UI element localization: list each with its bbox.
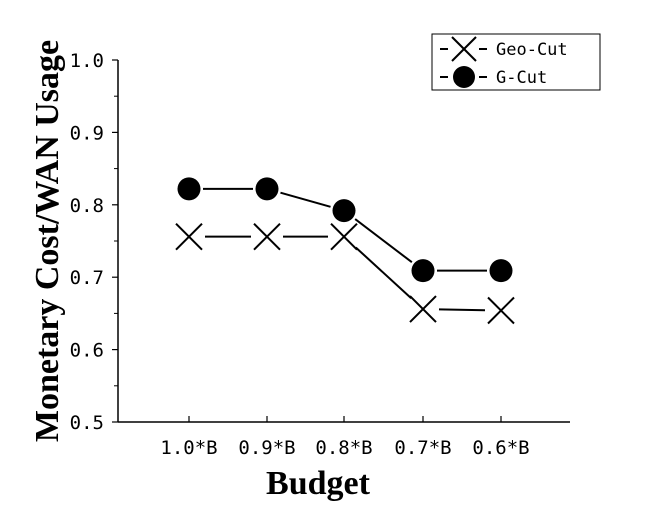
- legend: Geo-Cut G-Cut: [431, 33, 601, 91]
- x-marker-stroke: [175, 222, 203, 251]
- y-tick-label: 0.9: [70, 122, 104, 144]
- series-line-segment: [355, 246, 412, 299]
- data-point: [177, 177, 201, 201]
- x-marker-stroke: [487, 296, 515, 325]
- legend-label: G-Cut: [496, 68, 547, 88]
- legend-marker: [451, 36, 477, 62]
- series-line-segment: [280, 191, 331, 208]
- y-tick-label: 0.7: [70, 267, 104, 289]
- legend-item-g-cut: G-Cut: [440, 66, 547, 88]
- x-axis-title: Budget: [266, 465, 371, 502]
- data-point: [253, 222, 281, 251]
- legend-marker: [453, 66, 475, 88]
- series-g-cut: [177, 177, 513, 283]
- legend-item-geo-cut: Geo-Cut: [440, 36, 568, 62]
- data-point: [255, 177, 279, 201]
- legend-label: Geo-Cut: [496, 40, 568, 60]
- y-tick-label: 1.0: [70, 50, 104, 72]
- y-ticks: 0.5 0.6 0.7 0.8 0.9 1.0: [70, 50, 118, 434]
- y-axis-title: Monetary Cost/WAN Usage: [29, 40, 66, 442]
- data-point: [175, 222, 203, 251]
- data-point: [411, 259, 435, 283]
- series-geo-cut: [175, 222, 515, 325]
- y-tick-label: 0.5: [70, 412, 104, 434]
- x-marker-stroke: [451, 36, 477, 62]
- y-tick-label: 0.8: [70, 195, 104, 217]
- x-marker-stroke: [253, 222, 281, 251]
- x-tick-label: 0.7*B: [394, 437, 451, 459]
- y-tick-label: 0.6: [70, 340, 104, 362]
- x-ticks: 1.0*B 0.9*B 0.8*B 0.7*B 0.6*B: [160, 416, 530, 459]
- x-tick-label: 1.0*B: [160, 437, 217, 459]
- series-layer: [175, 177, 515, 325]
- data-point: [332, 199, 356, 223]
- series-line-segment: [438, 308, 486, 312]
- x-tick-label: 0.8*B: [315, 437, 372, 459]
- series-line-segment: [354, 218, 413, 264]
- x-tick-label: 0.6*B: [472, 437, 529, 459]
- data-point: [330, 222, 358, 251]
- data-point: [489, 259, 513, 283]
- x-tick-label: 0.9*B: [238, 437, 295, 459]
- data-point: [487, 296, 515, 325]
- data-point: [409, 295, 437, 323]
- x-marker-stroke: [409, 295, 437, 323]
- x-marker-stroke: [330, 222, 358, 251]
